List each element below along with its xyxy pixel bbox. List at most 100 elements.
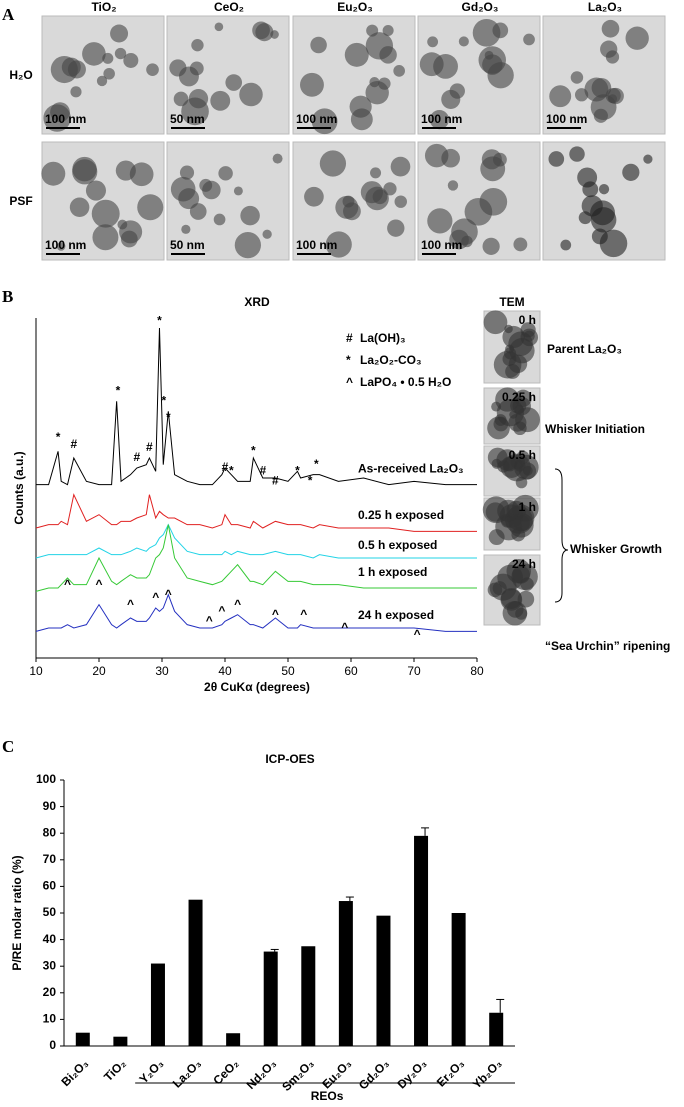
- peak-annotation: ^: [414, 627, 421, 641]
- bar: [414, 835, 429, 1046]
- y-tick-label: 80: [43, 825, 57, 839]
- y-tick-label: 70: [43, 852, 57, 866]
- particle: [61, 57, 81, 77]
- peak-annotation: *: [308, 474, 313, 488]
- particle: [272, 153, 283, 164]
- particle: [119, 220, 143, 244]
- y-tick-label: 20: [43, 985, 57, 999]
- panel-label: B: [2, 287, 13, 306]
- legend-label: La₂O₂-CO₃: [360, 353, 422, 367]
- particle: [393, 65, 405, 77]
- particle: [570, 71, 584, 84]
- particle: [560, 239, 572, 251]
- x-tick-label: 20: [92, 664, 106, 678]
- panel-label: C: [2, 737, 14, 756]
- y-axis-label: P/RE molar ratio (%): [10, 855, 24, 970]
- particle: [591, 78, 612, 98]
- particle: [622, 163, 640, 181]
- scale-bar-label: 100 nm: [45, 112, 86, 126]
- trace-label: 1 h exposed: [358, 565, 427, 579]
- particle: [372, 189, 388, 205]
- bar: [188, 899, 203, 1046]
- particle: [608, 94, 618, 104]
- column-header: Gd₂O₃: [462, 0, 499, 14]
- particle: [482, 54, 503, 75]
- x-tick-label: 60: [344, 664, 358, 678]
- legend-symbol: #: [346, 331, 353, 345]
- particle: [191, 39, 204, 52]
- particle: [234, 232, 261, 259]
- legend-label: LaPO₄ • 0.5 H₂O: [360, 375, 451, 389]
- peak-annotation: #: [222, 460, 229, 474]
- y-tick-label: 0: [49, 1038, 56, 1052]
- x-tick-label: Nd₂O₃: [244, 1056, 280, 1092]
- trace-label: As-received La₂O₃: [358, 462, 464, 476]
- tem-time: 0 h: [519, 313, 536, 327]
- peak-annotation: *: [56, 430, 61, 444]
- particle: [365, 81, 389, 105]
- scale-bar-label: 100 nm: [296, 112, 337, 126]
- particle: [199, 178, 213, 192]
- particle: [225, 74, 243, 91]
- particle: [548, 151, 565, 167]
- xrd-trace: [35, 523, 477, 559]
- x-tick-label: 50: [281, 664, 295, 678]
- column-header: Eu₂O₃: [337, 0, 373, 14]
- particle: [146, 63, 159, 76]
- scale-bar-label: 50 nm: [170, 238, 205, 252]
- tem-title: TEM: [499, 295, 524, 309]
- particle: [233, 186, 243, 196]
- particle: [482, 237, 500, 255]
- particle: [383, 182, 397, 196]
- x-tick-label: La₂O₃: [170, 1056, 204, 1090]
- particle: [179, 165, 195, 180]
- particle: [514, 515, 530, 532]
- x-tick-label: 10: [29, 664, 43, 678]
- particle: [319, 150, 347, 177]
- scale-bar-label: 100 nm: [421, 238, 462, 252]
- peak-annotation: *: [157, 314, 162, 328]
- particle: [102, 52, 114, 64]
- particle: [370, 167, 382, 179]
- particle: [517, 590, 535, 608]
- group-label: REOs: [311, 1089, 344, 1103]
- particle: [449, 83, 465, 99]
- stage-label: Whisker Growth: [570, 542, 662, 556]
- panel-label: A: [2, 5, 15, 24]
- column-header: La₂O₃: [588, 0, 622, 14]
- particle: [495, 387, 520, 412]
- legend-symbol: *: [346, 353, 351, 367]
- y-tick-label: 60: [43, 879, 57, 893]
- particle: [574, 88, 589, 102]
- x-tick-label: 80: [470, 664, 484, 678]
- peak-annotation: ^: [64, 577, 71, 591]
- xrd-trace: [35, 493, 477, 532]
- particle: [365, 32, 394, 60]
- particle: [103, 67, 115, 80]
- chart-title: ICP-OES: [265, 752, 314, 766]
- particle: [255, 23, 274, 42]
- particle: [493, 350, 522, 379]
- scale-bar-label: 100 nm: [45, 238, 86, 252]
- particle: [129, 162, 154, 187]
- particle: [590, 207, 617, 233]
- particle: [519, 462, 537, 480]
- particle: [96, 75, 108, 87]
- bar: [263, 951, 278, 1046]
- stage-label: Parent La₂O₃: [547, 342, 622, 356]
- xrd-trace: [35, 593, 477, 632]
- scale-bar-label: 50 nm: [170, 112, 205, 126]
- x-tick-label: Gd₂O₃: [356, 1056, 392, 1092]
- peak-annotation: *: [251, 444, 256, 458]
- particle: [262, 229, 272, 239]
- particle: [472, 18, 501, 47]
- particle: [349, 95, 372, 118]
- scale-bar-label: 100 nm: [421, 112, 462, 126]
- trace-label: 24 h exposed: [358, 608, 434, 622]
- x-tick-label: Yb₂O₃: [470, 1056, 505, 1091]
- particle: [598, 184, 610, 195]
- x-tick-label: 30: [155, 664, 169, 678]
- x-tick-label: Eu₂O₃: [319, 1056, 354, 1091]
- trace-label: 0.5 h exposed: [358, 538, 437, 552]
- particle: [464, 197, 493, 226]
